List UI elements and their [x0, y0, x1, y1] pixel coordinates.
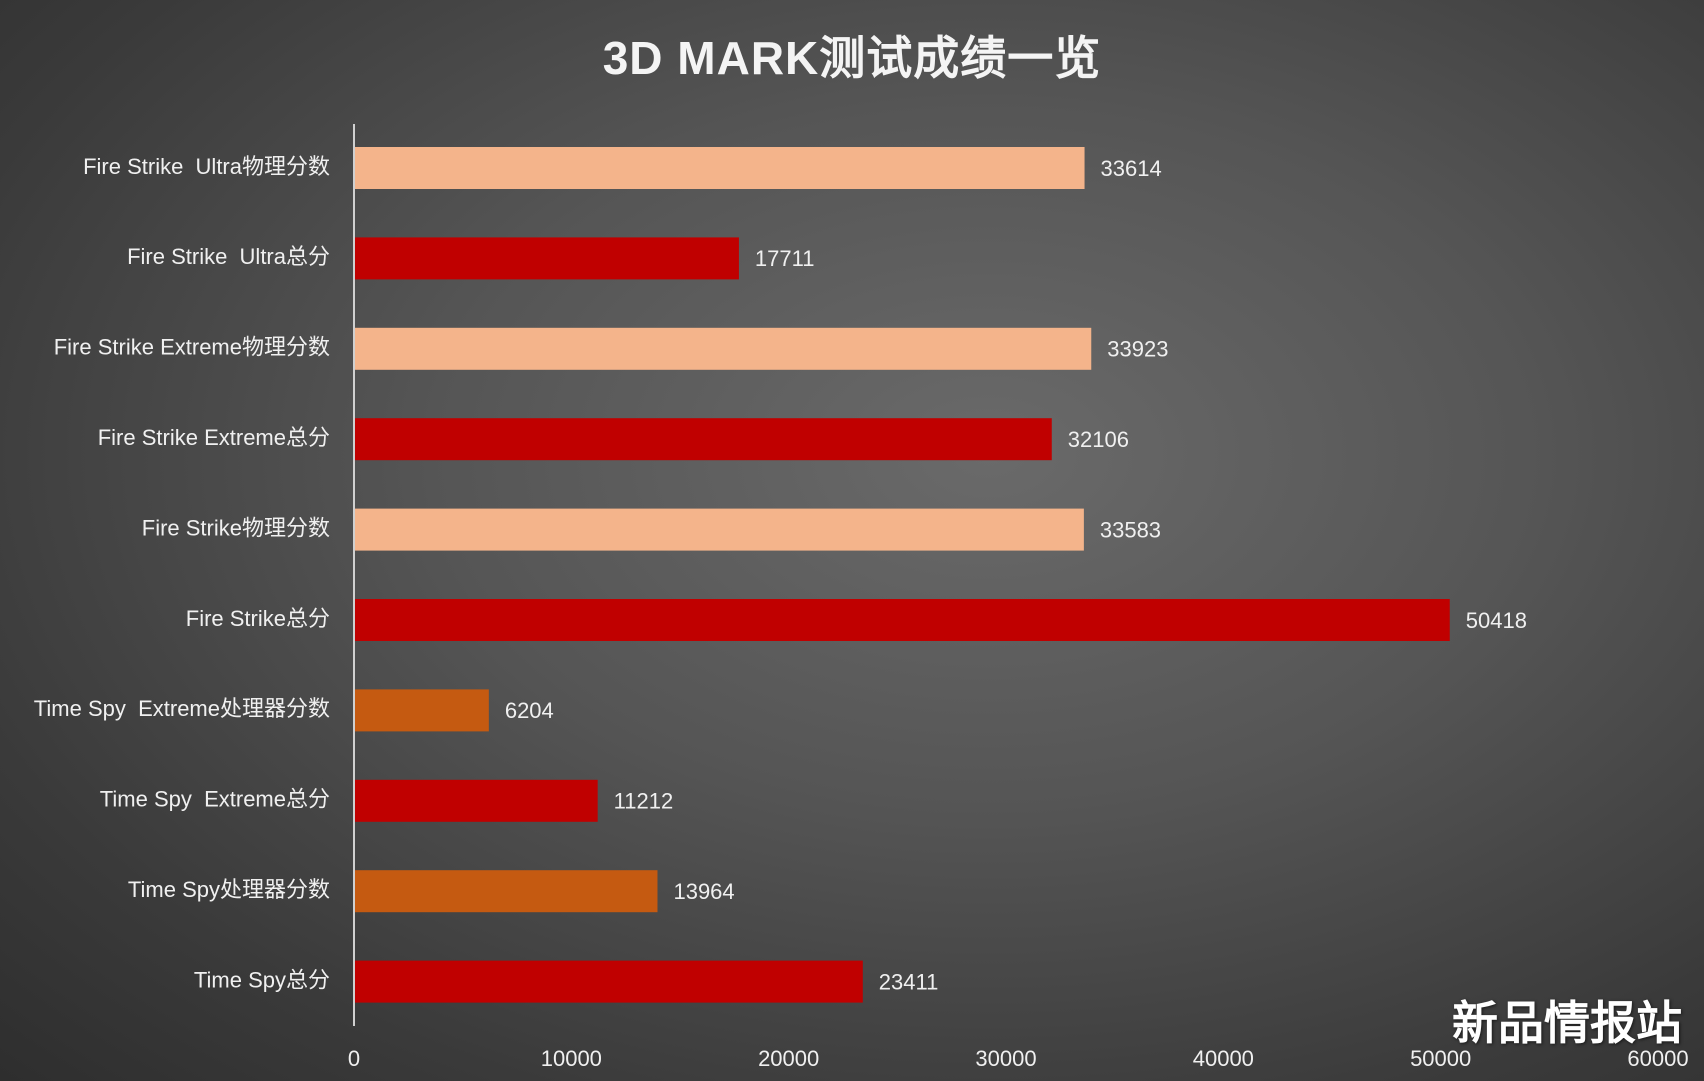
bar-4 — [355, 508, 1084, 551]
labels-layer: Fire Strike Ultra物理分数 33614 Fire Strike Ul… — [34, 154, 1527, 995]
category-label-3: Fire Strike Extreme总分 — [98, 425, 330, 450]
bar-5 — [355, 599, 1450, 641]
x-tick-label-6: 60000 — [1627, 1046, 1688, 1071]
category-label-0: Fire Strike Ultra物理分数 — [83, 154, 330, 179]
category-label-1: Fire Strike Ultra总分 — [127, 244, 330, 269]
watermark-text: 新品情报站 — [1452, 996, 1682, 1050]
bar-9 — [355, 960, 863, 1003]
data-label-3: 32106 — [1068, 427, 1129, 452]
category-label-7: Time Spy Extreme总分 — [100, 787, 330, 812]
x-tick-label-1: 10000 — [541, 1046, 602, 1071]
x-axis-ticks: 0 10000 20000 30000 40000 50000 60000 — [348, 1046, 1689, 1071]
x-tick-label-4: 40000 — [1193, 1046, 1254, 1071]
x-tick-label-2: 20000 — [758, 1046, 819, 1071]
category-label-5: Fire Strike总分 — [186, 606, 330, 631]
bars-layer — [355, 147, 1450, 1003]
data-label-2: 33923 — [1107, 337, 1168, 362]
data-label-5: 50418 — [1466, 608, 1527, 633]
data-label-1: 17711 — [755, 246, 815, 271]
data-label-7: 11212 — [614, 789, 674, 814]
chart-title: 3D MARK测试成绩一览 — [602, 32, 1102, 84]
bar-7 — [355, 779, 598, 822]
data-label-9: 23411 — [879, 969, 939, 994]
bar-8 — [355, 870, 658, 913]
category-label-4: Fire Strike物理分数 — [142, 515, 330, 540]
category-label-8: Time Spy处理器分数 — [128, 877, 330, 902]
bar-0 — [355, 147, 1085, 189]
x-tick-label-3: 30000 — [975, 1046, 1036, 1071]
category-label-6: Time Spy Extreme处理器分数 — [34, 696, 330, 721]
bar-6 — [355, 689, 489, 732]
data-label-4: 33583 — [1100, 517, 1161, 542]
data-label-6: 6204 — [505, 698, 554, 723]
data-label-0: 33614 — [1101, 156, 1162, 181]
bar-3 — [355, 418, 1052, 461]
category-label-2: Fire Strike Extreme物理分数 — [54, 335, 330, 360]
category-label-9: Time Spy总分 — [194, 967, 330, 992]
x-tick-label-5: 50000 — [1410, 1046, 1471, 1071]
bar-2 — [355, 327, 1092, 370]
x-tick-label-0: 0 — [348, 1046, 360, 1071]
bar-1 — [355, 237, 739, 280]
data-label-8: 13964 — [673, 879, 734, 904]
